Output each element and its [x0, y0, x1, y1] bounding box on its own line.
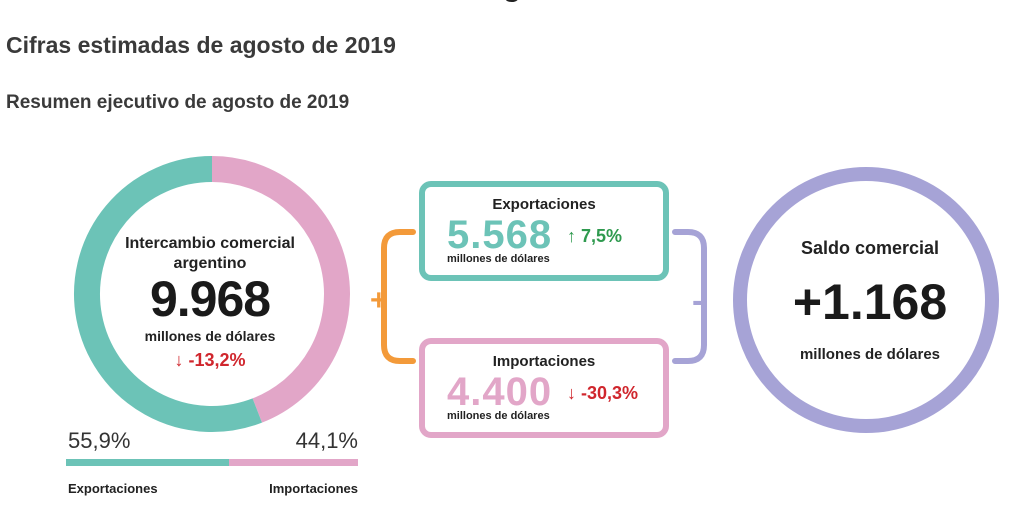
donut-imports-arc — [211, 156, 350, 423]
imports-title: Importaciones — [492, 353, 596, 370]
clipped-page-title: g — [0, 0, 1024, 4]
trade-donut — [74, 156, 350, 432]
arrow-down-icon: ↓ — [567, 383, 576, 403]
arrow-up-icon: ↑ — [567, 226, 576, 246]
trade-total-label: Intercambio comercial argentino — [125, 235, 295, 272]
trade-total-change: ↓ -13,2% — [112, 350, 308, 371]
share-bar — [66, 459, 358, 466]
balance-unit: millones de dólares — [799, 346, 941, 363]
exports-box: Exportaciones 5.568 millones de dólares … — [419, 181, 669, 281]
exports-value: 5.568 — [447, 213, 553, 257]
balance-label: Saldo comercial — [800, 238, 940, 258]
balance-ring — [733, 167, 999, 433]
donut-exports-arc — [74, 156, 262, 432]
arrow-down-icon: ↓ — [174, 350, 184, 370]
exports-unit: millones de dólares — [447, 253, 550, 265]
exports-title: Exportaciones — [492, 196, 596, 213]
imports-legend-label: Importaciones — [269, 481, 358, 496]
share-bar-exports-fill — [66, 459, 230, 466]
plus-bracket — [381, 229, 416, 364]
imports-change-value: -30,3% — [581, 383, 639, 403]
imports-value: 4.400 — [447, 370, 553, 414]
minus-bracket — [672, 229, 707, 364]
imports-change: ↓ -30,3% — [567, 383, 638, 404]
page-title: Cifras estimadas de agosto de 2019 — [6, 32, 396, 58]
imports-share-pct: 44,1% — [295, 428, 358, 453]
plus-operator: + — [370, 284, 388, 317]
exports-share-pct: 55,9% — [68, 428, 131, 453]
exports-change-value: 7,5% — [581, 226, 623, 246]
trade-total-change-value: -13,2% — [188, 350, 246, 370]
exports-change: ↑ 7,5% — [567, 226, 622, 247]
minus-operator: - — [692, 282, 704, 320]
section-subtitle: Resumen ejecutivo de agosto de 2019 — [6, 92, 350, 113]
exports-legend-label: Exportaciones — [68, 481, 158, 496]
imports-box: Importaciones 4.400 millones de dólares … — [419, 338, 669, 438]
trade-total-unit: millones de dólares — [144, 328, 276, 344]
trade-total-value: 9.968 — [149, 271, 271, 327]
imports-unit: millones de dólares — [447, 410, 550, 422]
balance-value: +1.168 — [792, 274, 948, 330]
